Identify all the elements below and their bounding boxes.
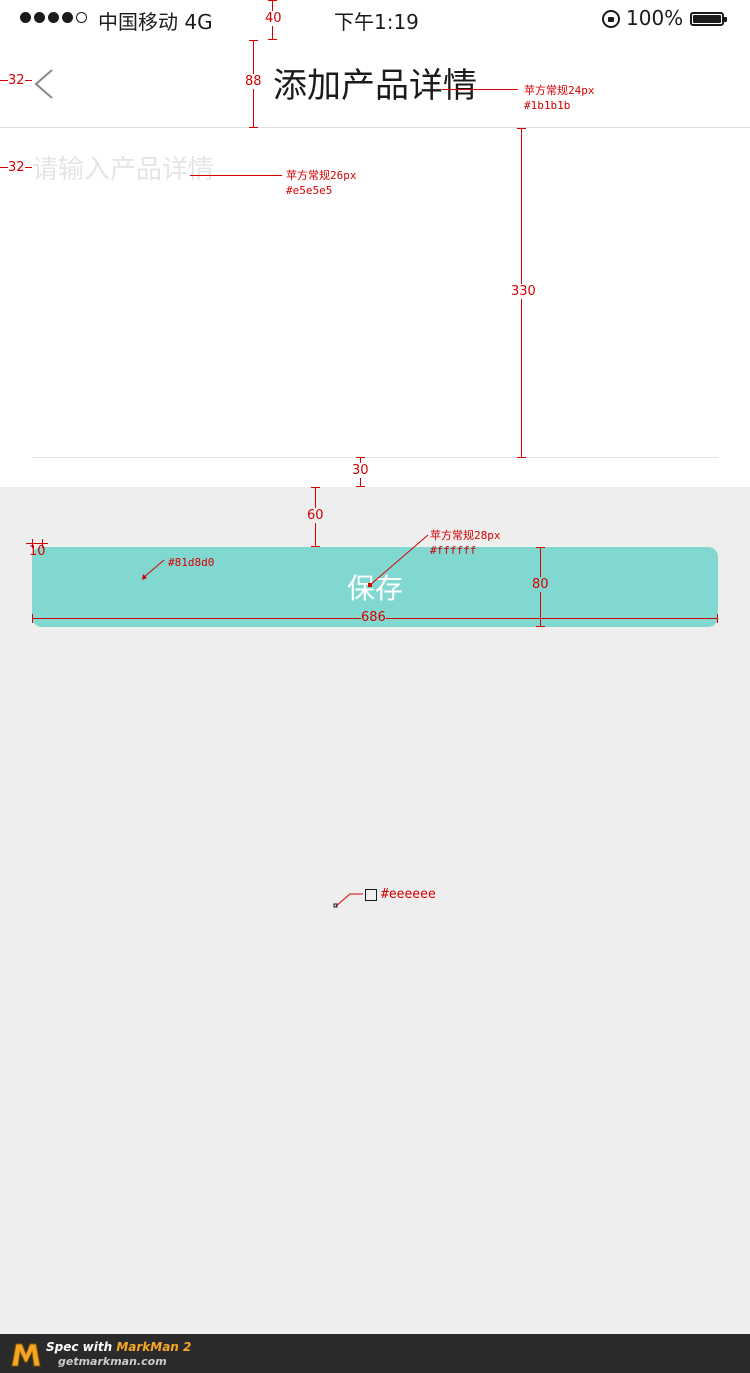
- annotation-input-height: 330: [511, 284, 536, 299]
- annotation-line: [517, 457, 526, 458]
- chevron-left-icon[interactable]: [32, 68, 60, 100]
- annotation-line: [311, 487, 320, 488]
- markman-label: Spec with MarkMan 2: [46, 1340, 192, 1354]
- divider: [32, 457, 718, 458]
- annotation-line: [190, 175, 282, 176]
- annotation-button-width: 686: [361, 610, 386, 625]
- carrier-label: 中国移动 4G: [98, 10, 213, 34]
- markman-footer: [0, 1334, 750, 1373]
- annotation-line: [268, 0, 277, 1]
- annotation-line: [249, 40, 258, 41]
- page-title: 添加产品详情: [273, 66, 477, 106]
- signal-strength-icon: [20, 12, 87, 23]
- annotation-pointer: [142, 559, 165, 580]
- annotation-line: [32, 539, 33, 548]
- annotation-bottom-gap: 30: [352, 463, 369, 478]
- annotation-line: [42, 539, 43, 548]
- annotation-line: [311, 546, 320, 547]
- annotation-title-font: 苹方常规24px: [524, 84, 595, 97]
- annotation-input-color: #e5e5e5: [286, 184, 333, 197]
- annotation-line: [268, 39, 277, 40]
- annotation-line: [356, 457, 365, 458]
- annotation-line: [26, 543, 48, 544]
- annotation-line: [517, 128, 526, 129]
- annotation-line: [536, 626, 545, 627]
- annotation-button-color: #81d8d0: [168, 556, 215, 569]
- annotation-button-text-color: #ffffff: [430, 544, 477, 557]
- color-swatch-icon: [365, 889, 377, 901]
- rotation-lock-icon: [602, 10, 620, 28]
- markman-url: getmarkman.com: [58, 1355, 167, 1368]
- status-time: 下午1:19: [334, 10, 419, 34]
- annotation-line: [717, 614, 718, 623]
- annotation-nav-left: 32: [8, 73, 25, 88]
- product-detail-input[interactable]: [32, 150, 718, 456]
- annotation-line: [442, 89, 518, 90]
- status-bar: [0, 0, 750, 40]
- annotation-pointer: [333, 893, 363, 908]
- battery-percentage: 100%: [626, 6, 684, 30]
- annotation-radius: 10: [29, 544, 46, 559]
- markman-logo-icon: [11, 1343, 41, 1367]
- annotation-title-color: #1b1b1b: [524, 99, 571, 112]
- annotation-nav-height: 88: [245, 74, 262, 89]
- annotation-input-left: 32: [8, 160, 25, 175]
- battery-icon: [690, 12, 727, 26]
- annotation-line: [249, 127, 258, 128]
- annotation-button-height: 80: [532, 577, 549, 592]
- annotation-input-font: 苹方常规26px: [286, 169, 357, 182]
- annotation-status-height: 40: [265, 11, 282, 26]
- annotation-line: [356, 486, 365, 487]
- annotation-background-color: #eeeeee: [381, 887, 436, 902]
- annotation-line: [32, 614, 33, 623]
- annotation-button-gap: 60: [307, 508, 324, 523]
- navigation-bar: [0, 40, 750, 128]
- annotation-line: [536, 547, 545, 548]
- annotation-button-font: 苹方常规28px: [430, 529, 501, 542]
- annotation-pointer: [368, 534, 429, 587]
